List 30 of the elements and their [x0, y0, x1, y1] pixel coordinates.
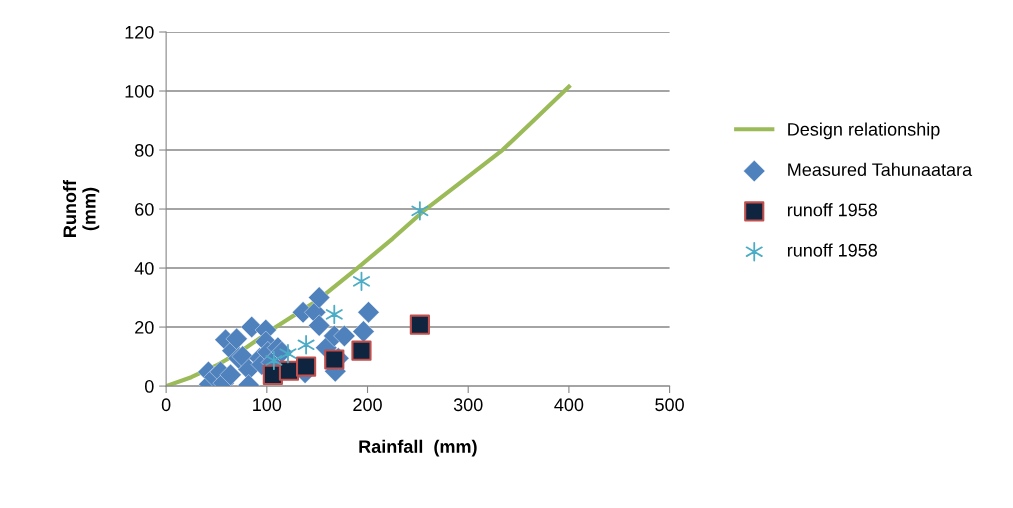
point — [409, 314, 430, 335]
x-tick-label: 500 — [655, 398, 684, 412]
point — [325, 304, 343, 325]
y-tick-label: 0 — [144, 380, 154, 393]
x-axis-title: Rainfall (mm) — [359, 439, 477, 457]
point — [352, 320, 375, 343]
y-axis-title: Runoff (mm) — [62, 179, 100, 237]
point — [333, 324, 356, 347]
y-tick-label: 40 — [134, 261, 154, 275]
point — [296, 356, 317, 377]
line-series — [166, 84, 571, 387]
x-tick-label: 0 — [161, 398, 171, 412]
y-tick-label: 60 — [135, 202, 154, 216]
y-tick-label: 80 — [135, 143, 154, 157]
x-tick-label: 400 — [554, 398, 584, 412]
y-tick-label: 120 — [125, 25, 154, 39]
point — [297, 335, 315, 355]
point — [411, 201, 429, 221]
point — [279, 343, 297, 364]
legend-label: Measured Tahunaatara — [788, 162, 973, 177]
legend-label: runoff 1958 — [787, 243, 877, 257]
legend-label: runoff 1958 — [787, 203, 877, 217]
legend-label: Design relationship — [788, 122, 940, 140]
y-tick-label: 20 — [135, 321, 154, 334]
point — [351, 340, 372, 361]
x-tick-label: 300 — [453, 398, 483, 412]
point — [265, 350, 283, 371]
x-tick-label: 100 — [253, 398, 282, 412]
y-tick-label: 100 — [125, 84, 154, 98]
x-tick-label: 200 — [353, 398, 382, 412]
